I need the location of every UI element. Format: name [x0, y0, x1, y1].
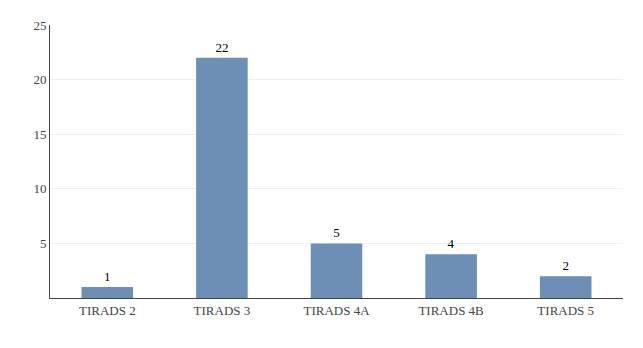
- svg-text:22: 22: [215, 40, 228, 55]
- svg-text:TIRADS 4B: TIRADS 4B: [418, 303, 484, 318]
- svg-text:TIRADS 4A: TIRADS 4A: [303, 303, 370, 318]
- svg-text:2: 2: [562, 258, 569, 273]
- svg-text:5: 5: [40, 236, 47, 251]
- svg-text:TIRADS 5: TIRADS 5: [537, 303, 594, 318]
- svg-text:1: 1: [104, 269, 111, 284]
- svg-text:4: 4: [448, 236, 455, 251]
- svg-text:5: 5: [333, 225, 340, 240]
- svg-text:10: 10: [33, 181, 46, 196]
- svg-text:20: 20: [33, 72, 46, 87]
- svg-text:TIRADS 3: TIRADS 3: [194, 303, 251, 318]
- svg-text:25: 25: [33, 18, 46, 33]
- svg-text:15: 15: [33, 127, 46, 142]
- svg-text:TIRADS 2: TIRADS 2: [79, 303, 136, 318]
